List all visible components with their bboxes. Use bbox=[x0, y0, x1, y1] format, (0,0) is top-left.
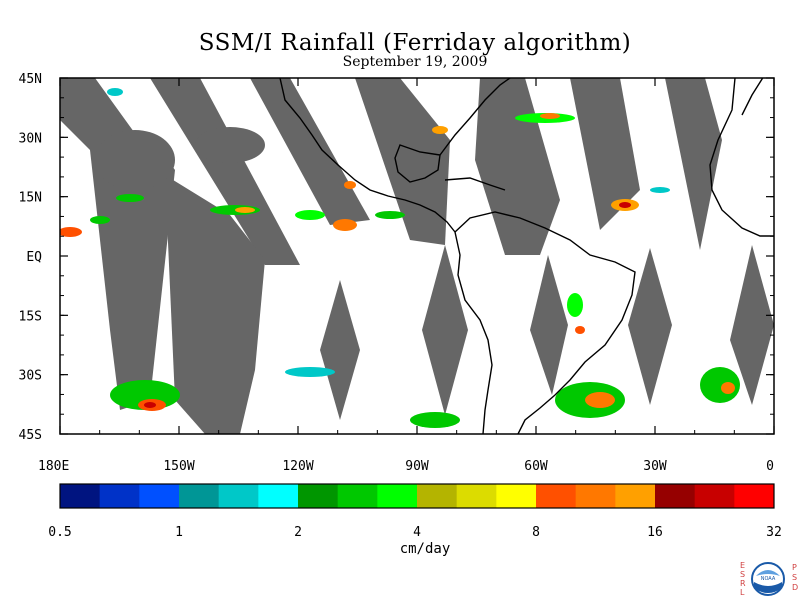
colorbar-tick-label: 8 bbox=[532, 525, 540, 540]
lat-label: 45N bbox=[19, 72, 42, 87]
colorbar-tick-label: 1 bbox=[175, 525, 183, 540]
colorbar-units: cm/day bbox=[399, 541, 451, 557]
no-data-swaths bbox=[60, 78, 774, 434]
colorbar-cell bbox=[536, 484, 577, 508]
colorbar-cell bbox=[734, 484, 775, 508]
logo-letter: E bbox=[740, 561, 745, 570]
rainfall-patches bbox=[60, 88, 740, 428]
colorbar-cell bbox=[655, 484, 696, 508]
lat-label: 30S bbox=[19, 369, 42, 384]
colorbar-cell bbox=[694, 484, 735, 508]
map-subtitle: September 19, 2009 bbox=[342, 54, 488, 70]
logo-letter: L bbox=[740, 588, 745, 597]
colorbar-cell bbox=[377, 484, 418, 508]
colorbar-cell bbox=[218, 484, 259, 508]
coastlines bbox=[279, 78, 774, 434]
lon-label: 30W bbox=[643, 459, 667, 474]
colorbar-tick-label: 2 bbox=[294, 525, 302, 540]
colorbar-cell bbox=[456, 484, 497, 508]
colorbar-cell bbox=[258, 484, 299, 508]
colorbar-cell bbox=[337, 484, 378, 508]
lon-label: 60W bbox=[524, 459, 548, 474]
logo-letter: P bbox=[792, 563, 797, 572]
logo-letter: S bbox=[792, 573, 797, 582]
colorbar-cell bbox=[179, 484, 220, 508]
lat-label: 15S bbox=[19, 309, 42, 324]
colorbar-tick-label: 4 bbox=[413, 525, 421, 540]
lat-label: 30N bbox=[19, 131, 42, 146]
lat-label: 45S bbox=[19, 428, 42, 443]
lon-label: 90W bbox=[405, 459, 429, 474]
map-axes: 45N 30N 15N EQ 15S 30S 45S 180E 150W 120W 90W 60W 30… bbox=[19, 72, 775, 474]
colorbar-cell bbox=[139, 484, 180, 508]
logo-letter: R bbox=[740, 579, 746, 588]
svg-text:NOAA: NOAA bbox=[761, 576, 776, 582]
colorbar-cell bbox=[99, 484, 140, 508]
lon-label: 0 bbox=[766, 459, 774, 474]
colorbar-cell bbox=[575, 484, 616, 508]
lat-label: EQ bbox=[26, 250, 42, 265]
rainfall-map: 45N 30N 15N EQ 15S 30S 45S 180E 150W 120W 90W 60W 30… bbox=[19, 72, 775, 474]
lat-label: 15N bbox=[19, 191, 42, 206]
colorbar-tick-label: 16 bbox=[647, 525, 663, 540]
colorbar-tick-label: 32 bbox=[766, 525, 782, 540]
logo-letter: D bbox=[792, 583, 798, 592]
colorbar-cell bbox=[298, 484, 339, 508]
colorbar: 0.5 1 2 4 8 16 32 bbox=[48, 483, 782, 540]
colorbar-cell bbox=[615, 484, 656, 508]
lon-label: 150W bbox=[163, 459, 194, 474]
colorbar-cell bbox=[60, 484, 101, 508]
colorbar-tick-label: 0.5 bbox=[48, 525, 71, 540]
lon-label: 180E bbox=[38, 459, 69, 474]
colorbar-cell bbox=[496, 484, 537, 508]
colorbar-cell bbox=[417, 484, 458, 508]
lon-label: 120W bbox=[282, 459, 313, 474]
logo-letter: S bbox=[740, 570, 745, 579]
map-title: SSM/I Rainfall (Ferriday algorithm) bbox=[198, 30, 632, 56]
